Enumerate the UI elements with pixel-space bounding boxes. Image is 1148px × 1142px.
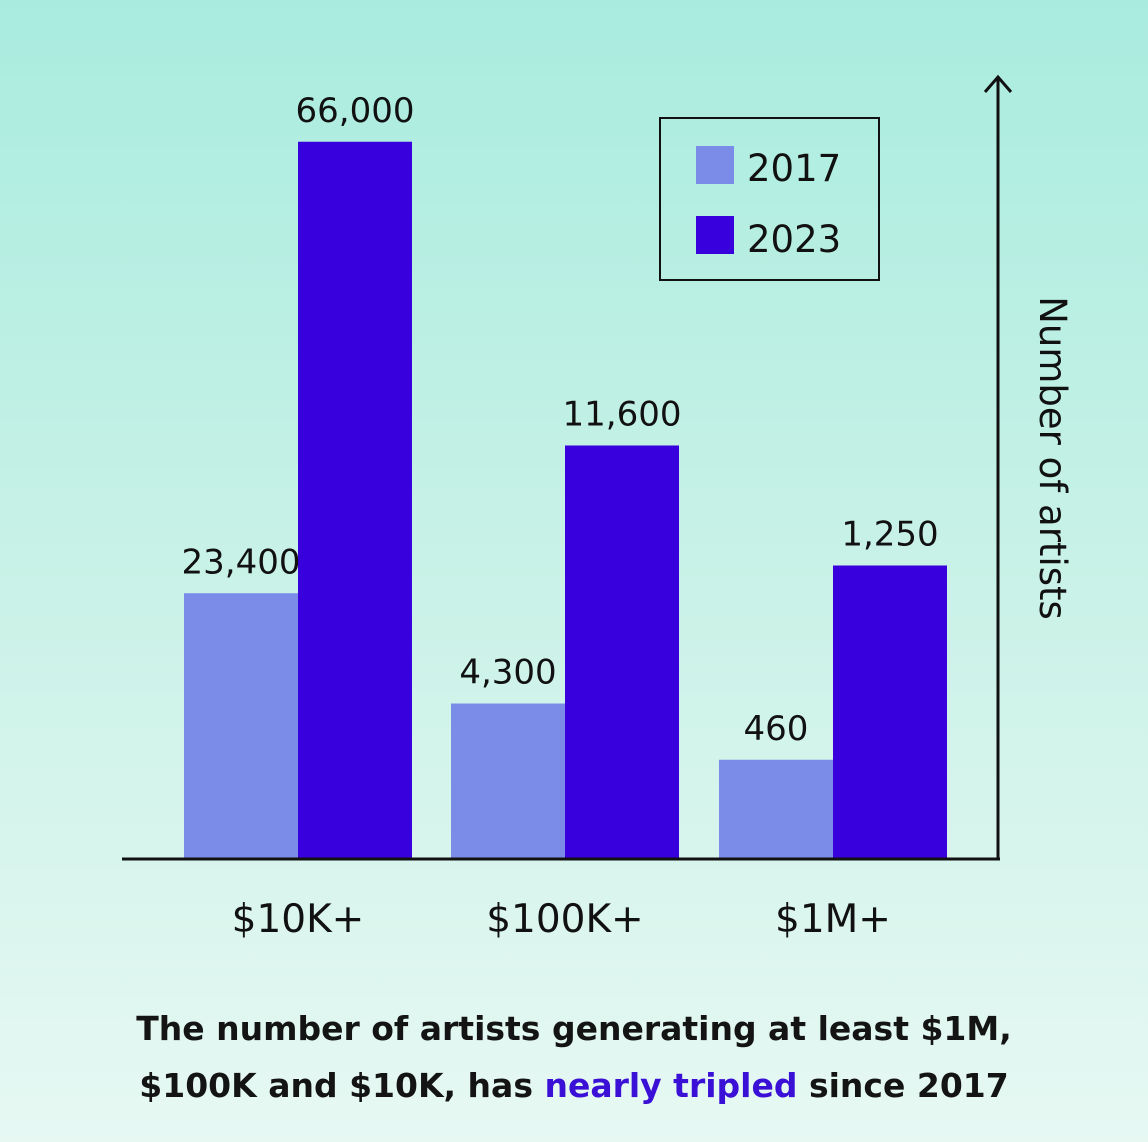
bar-2023-0 — [298, 141, 412, 858]
category-label-0: $10K+ — [232, 897, 365, 942]
bars-layer — [184, 141, 947, 858]
bar-2017-1 — [451, 703, 565, 858]
category-label-2: $1M+ — [775, 897, 891, 942]
category-label-1: $100K+ — [486, 897, 644, 942]
bar-2017-0 — [184, 593, 298, 858]
caption-line-2-start: $100K and $10K, has — [139, 1066, 545, 1105]
chart-caption: The number of artists generating at leas… — [0, 1000, 1148, 1114]
y-axis-arrow-icon — [983, 74, 1013, 93]
bar-2023-1 — [565, 445, 679, 858]
value-label-2023-0: 66,000 — [296, 91, 415, 131]
legend-box — [659, 117, 880, 281]
legend-label-2017: 2017 — [747, 147, 841, 190]
caption-line-2: $100K and $10K, has nearly tripled since… — [0, 1057, 1148, 1114]
value-labels-layer: 23,400 66,000 4,300 11,600 460 1,250 — [182, 91, 939, 749]
value-label-2023-2: 1,250 — [841, 515, 938, 555]
caption-line-2-end: since 2017 — [797, 1066, 1009, 1105]
legend-swatch-2023 — [696, 216, 734, 254]
value-label-2017-2: 460 — [744, 709, 809, 749]
caption-line-1: The number of artists generating at leas… — [136, 1009, 1012, 1048]
value-label-2017-1: 4,300 — [459, 653, 556, 693]
category-labels-layer: $10K+ $100K+ $1M+ — [232, 897, 891, 942]
value-label-2023-1: 11,600 — [563, 395, 682, 435]
caption-highlight: nearly tripled — [544, 1066, 798, 1105]
value-label-2017-0: 23,400 — [182, 542, 301, 582]
bar-2017-2 — [719, 759, 833, 858]
legend-label-2023: 2023 — [747, 218, 841, 261]
y-axis-label: Number of artists — [1031, 296, 1074, 620]
legend-swatch-2017 — [696, 146, 734, 184]
bar-2023-2 — [833, 565, 947, 858]
legend: 2017 2023 — [659, 117, 880, 281]
